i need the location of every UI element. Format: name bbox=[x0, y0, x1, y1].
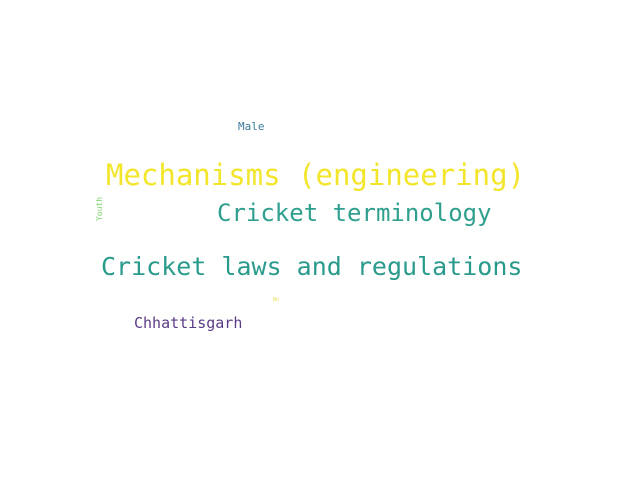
word-chhattisgarh: Chhattisgarh bbox=[134, 314, 243, 332]
word-tiny: Bo bbox=[273, 297, 280, 303]
word-mechanisms-engineering: Mechanisms (engineering) bbox=[106, 158, 526, 192]
word-cricket-terminology: Cricket terminology bbox=[217, 199, 492, 227]
word-cricket-laws-and-regulations: Cricket laws and regulations bbox=[101, 252, 523, 281]
word-male: Male bbox=[238, 120, 265, 133]
word-youth: Youth bbox=[95, 196, 105, 222]
